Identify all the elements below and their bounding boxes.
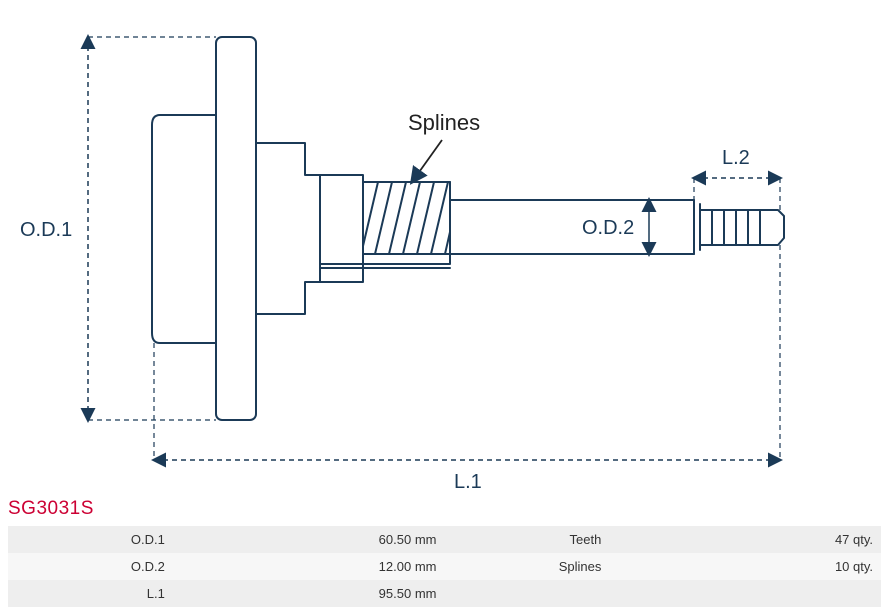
part-outline <box>152 37 784 420</box>
spec-label: O.D.2 <box>8 553 173 580</box>
specs-table: O.D.1 60.50 mm Teeth 47 qty. O.D.2 12.00… <box>8 526 881 607</box>
spec-value: 95.50 mm <box>173 580 445 607</box>
splines-section <box>363 182 450 254</box>
technical-diagram: O.D.1 O.D.2 L.1 L.2 <box>0 0 889 498</box>
spec-value <box>609 580 881 607</box>
label-l2: L.2 <box>722 147 750 169</box>
callout-splines: Splines <box>408 110 480 182</box>
label-l1: L.1 <box>454 471 482 493</box>
dim-od1: O.D.1 <box>20 37 216 420</box>
spec-value: 10 qty. <box>609 553 881 580</box>
spec-label: O.D.1 <box>8 526 173 553</box>
table-row: O.D.1 60.50 mm Teeth 47 qty. <box>8 526 881 553</box>
spec-label: Teeth <box>444 526 609 553</box>
label-od2: O.D.2 <box>582 217 634 239</box>
table-row: L.1 95.50 mm <box>8 580 881 607</box>
diagram-svg: O.D.1 O.D.2 L.1 L.2 <box>0 0 889 498</box>
spec-label: Splines <box>444 553 609 580</box>
dim-od2: O.D.2 <box>582 200 649 254</box>
dim-l1: L.1 <box>154 245 780 493</box>
part-number: SG3031S <box>0 498 889 526</box>
spec-value: 12.00 mm <box>173 553 445 580</box>
dim-l2: L.2 <box>694 147 780 210</box>
spec-label: L.1 <box>8 580 173 607</box>
label-od1: O.D.1 <box>20 219 72 241</box>
spec-value: 47 qty. <box>609 526 881 553</box>
spec-label <box>444 580 609 607</box>
spec-value: 60.50 mm <box>173 526 445 553</box>
label-splines: Splines <box>408 110 480 135</box>
table-row: O.D.2 12.00 mm Splines 10 qty. <box>8 553 881 580</box>
